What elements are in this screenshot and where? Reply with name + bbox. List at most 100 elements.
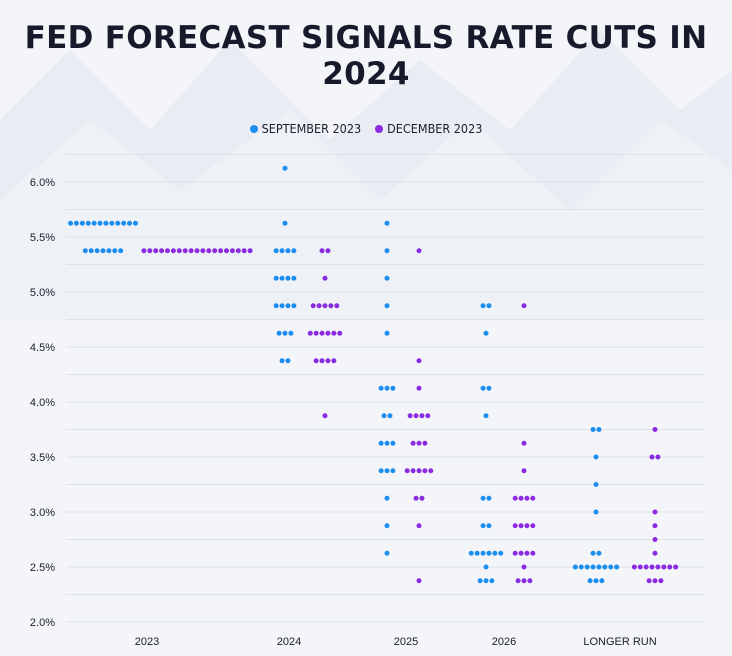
- dot-september: [291, 248, 297, 254]
- dot-december: [649, 564, 655, 570]
- dot-december: [655, 564, 661, 570]
- dot-december: [170, 248, 176, 254]
- dot-december: [652, 523, 658, 529]
- dot-september: [486, 523, 492, 529]
- dot-september: [384, 330, 390, 336]
- dot-december: [322, 275, 328, 281]
- dot-december: [194, 248, 200, 254]
- dot-december: [416, 440, 422, 446]
- dot-december: [518, 550, 524, 556]
- dot-september: [384, 385, 390, 391]
- dot-december: [673, 564, 679, 570]
- dot-september: [378, 440, 384, 446]
- dot-september: [596, 427, 602, 432]
- dot-september: [384, 523, 390, 529]
- dot-december: [652, 578, 658, 584]
- dot-september: [279, 303, 285, 309]
- x-tick-label: 2024: [277, 636, 301, 648]
- x-axis-labels: 2023 2024 2025 2026 LONGER RUN: [135, 636, 657, 648]
- dot-september: [477, 578, 483, 584]
- dot-december: [331, 358, 337, 364]
- y-axis-labels: 6.0% 5.5% 5.0% 4.5% 4.0% 3.5% 3.0% 2.5% 2.0%: [30, 177, 55, 629]
- dot-september: [279, 248, 285, 254]
- dot-december: [637, 564, 643, 570]
- dot-september: [384, 440, 390, 446]
- dot-december: [530, 495, 536, 501]
- dot-december: [652, 537, 658, 542]
- dot-december: [530, 523, 536, 529]
- chart-title: FED FORECAST SIGNALS RATE CUTS IN 2024: [24, 20, 708, 92]
- dot-december: [419, 413, 425, 419]
- dot-december: [413, 495, 419, 501]
- dot-september: [97, 220, 103, 226]
- x-tick-label: 2025: [394, 636, 418, 648]
- dot-december: [325, 248, 331, 254]
- dot-december: [422, 468, 428, 474]
- dot-december: [319, 330, 325, 336]
- dot-september: [387, 413, 393, 419]
- dot-september: [483, 578, 489, 584]
- dot-september: [390, 385, 396, 391]
- dot-december: [334, 303, 340, 309]
- dot-december: [521, 564, 527, 570]
- dot-september: [498, 550, 504, 556]
- dot-december: [652, 550, 658, 556]
- dot-september: [273, 303, 279, 309]
- dot-september: [384, 495, 390, 501]
- dot-december: [313, 358, 319, 364]
- dot-december: [147, 248, 153, 254]
- dot-december: [410, 440, 416, 446]
- dot-december: [521, 468, 527, 474]
- dot-december: [521, 578, 527, 584]
- dot-september: [378, 385, 384, 391]
- dot-december: [518, 523, 524, 529]
- dot-september: [480, 385, 486, 391]
- dot-september: [480, 550, 486, 556]
- dot-december: [416, 358, 422, 364]
- dot-september: [584, 564, 590, 570]
- dot-september: [483, 330, 489, 336]
- dot-september: [384, 248, 390, 254]
- dot-december: [524, 523, 530, 529]
- dot-september: [572, 564, 578, 570]
- dot-december: [416, 385, 422, 391]
- dot-september: [492, 550, 498, 556]
- dot-december: [416, 468, 422, 474]
- dot-september: [384, 220, 390, 226]
- dot-september: [593, 482, 599, 487]
- dot-september: [390, 440, 396, 446]
- dot-december: [313, 330, 319, 336]
- dot-september: [384, 468, 390, 474]
- dot-september: [279, 275, 285, 281]
- dot-september: [578, 564, 584, 570]
- dot-september: [381, 413, 387, 419]
- dot-september: [486, 303, 492, 309]
- dot-september: [483, 564, 489, 570]
- dot-december: [512, 550, 518, 556]
- dot-september: [91, 220, 97, 226]
- dot-december: [328, 303, 334, 309]
- dot-september: [483, 413, 489, 419]
- dot-december: [235, 248, 241, 254]
- dot-december: [404, 468, 410, 474]
- dot-september: [587, 578, 593, 584]
- y-tick-label: 3.0%: [30, 507, 55, 519]
- dot-december: [182, 248, 188, 254]
- dot-december: [667, 564, 673, 570]
- dot-september: [480, 523, 486, 529]
- dot-september: [100, 248, 106, 254]
- dot-december: [316, 303, 322, 309]
- dot-december: [407, 413, 413, 419]
- legend-label-december: DECEMBER 2023: [387, 121, 483, 136]
- dot-december: [241, 248, 247, 254]
- dot-september: [88, 248, 94, 254]
- dot-september: [273, 275, 279, 281]
- dot-september: [282, 330, 288, 336]
- dot-september: [106, 248, 112, 254]
- dot-december: [153, 248, 159, 254]
- dot-december: [661, 564, 667, 570]
- dot-september: [68, 220, 74, 226]
- dot-december: [643, 564, 649, 570]
- dot-september: [121, 220, 127, 226]
